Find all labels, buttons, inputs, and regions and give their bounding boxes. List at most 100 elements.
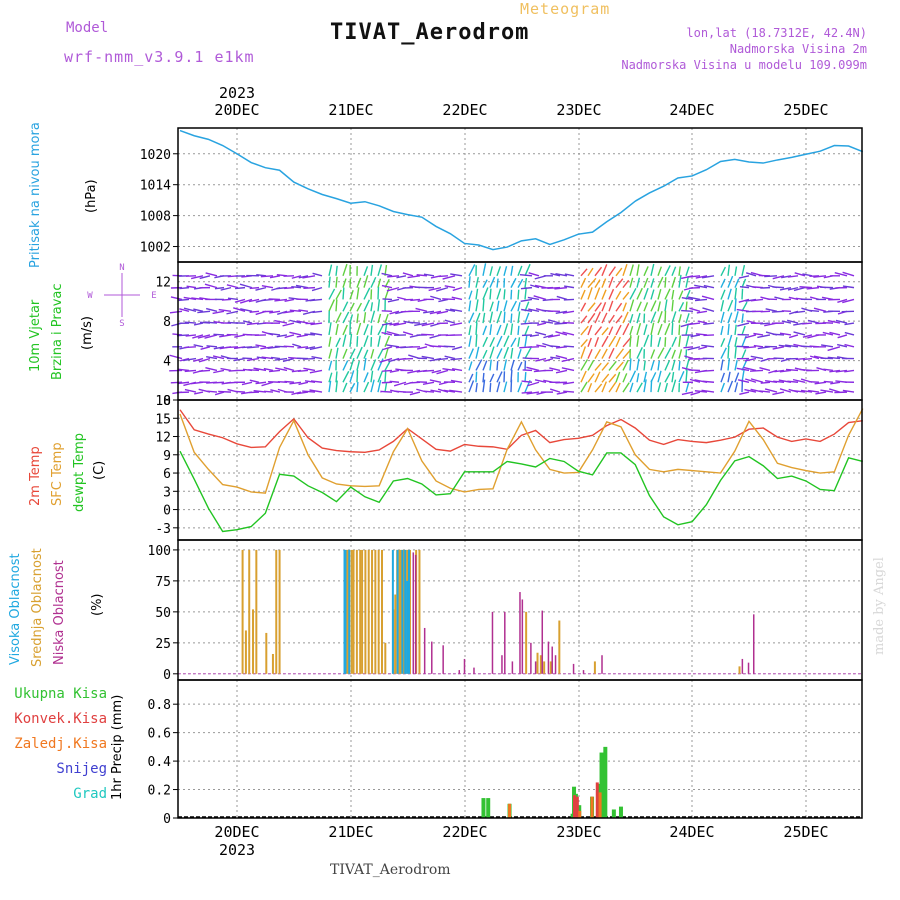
bar-low-cloud <box>551 646 553 674</box>
wind-arrow <box>438 298 449 303</box>
wind-arrow <box>510 337 517 348</box>
wind-arrow <box>503 381 508 393</box>
wind-arrow <box>520 298 533 302</box>
wind-arrow <box>496 278 499 288</box>
wind-arrow <box>179 286 190 290</box>
wind-arrow <box>249 286 260 290</box>
wind-arrow <box>622 382 630 393</box>
wind-arrow <box>524 263 531 277</box>
wind-arrow <box>844 331 855 336</box>
y-tick-label-wind: 4 <box>163 355 171 370</box>
wind-arrow <box>681 309 694 312</box>
wind-arrow <box>643 266 649 277</box>
wind-arrow <box>241 381 253 386</box>
wind-arrow <box>772 275 785 280</box>
wind-arrow <box>475 277 479 288</box>
wind-arrow <box>809 309 820 312</box>
wind-arrow <box>431 369 442 374</box>
y-tick-label-temp: 0 <box>163 504 171 519</box>
wind-arrow <box>664 299 668 312</box>
wind-arrow <box>615 302 623 312</box>
legend-snow: Snijeg <box>56 761 107 777</box>
day-label-bottom: 23DEC <box>556 823 601 841</box>
wind-arrow <box>528 308 540 312</box>
wind-arrow <box>496 324 502 336</box>
bar-high-cloud <box>396 549 399 674</box>
wind-arrow <box>452 368 463 372</box>
wind-arrow <box>601 278 607 288</box>
wind-arrow <box>449 322 463 327</box>
wind-arrow <box>517 382 523 393</box>
wind-arrow <box>687 275 701 278</box>
wind-arrow <box>370 310 376 324</box>
wind-arrow <box>556 295 568 301</box>
wind-arrow <box>664 360 671 371</box>
wind-arrow <box>205 367 218 372</box>
wind-arrow <box>657 370 662 383</box>
wind-arrow <box>744 388 757 393</box>
series-line-sfc-temp <box>179 408 864 494</box>
wind-arrow <box>727 358 731 371</box>
wind-arrow <box>720 278 726 288</box>
wind-arrow <box>284 334 295 339</box>
wind-arrow <box>496 288 502 300</box>
wind-arrow <box>328 380 332 393</box>
wind-arrow <box>445 308 456 312</box>
wind-arrow <box>594 383 603 393</box>
wind-arrow <box>629 325 634 336</box>
wind-arrow <box>384 382 388 393</box>
wind-arrow <box>377 264 383 277</box>
wind-arrow <box>207 390 218 393</box>
wind-arrow <box>536 322 547 326</box>
wind-arrow <box>298 381 309 386</box>
wind-arrow <box>678 335 682 347</box>
wind-arrow <box>695 275 708 279</box>
wind-arrow <box>342 278 347 288</box>
wind-arrow <box>510 323 514 336</box>
wind-arrow <box>444 285 456 289</box>
wind-arrow <box>422 369 435 372</box>
wind-arrow <box>738 275 750 279</box>
wind-arrow <box>384 313 389 324</box>
wind-arrow <box>199 275 211 280</box>
wind-arrow <box>664 310 667 324</box>
wind-arrow <box>739 391 750 396</box>
wind-arrow <box>517 361 523 371</box>
wind-arrow <box>799 286 813 289</box>
wind-arrow <box>468 361 473 371</box>
wind-arrow <box>387 298 400 303</box>
wind-arrow <box>622 279 630 289</box>
wind-arrow <box>534 379 547 383</box>
wind-arrow <box>184 321 197 324</box>
bar-high-cloud <box>401 549 404 674</box>
wind-arrow <box>510 300 517 312</box>
bar-low-cloud <box>747 662 750 674</box>
wind-arrow <box>342 287 345 300</box>
wind-arrow <box>363 323 369 336</box>
wind-arrow <box>206 345 218 348</box>
wind-arrow <box>636 373 640 383</box>
bar-mid-cloud <box>345 549 348 674</box>
wind-arrow <box>683 346 694 349</box>
bar-precip-convective <box>573 795 577 818</box>
wind-arrow <box>664 288 671 300</box>
wind-arrow <box>787 275 799 278</box>
wind-arrow <box>198 369 211 372</box>
wind-arrow <box>689 378 701 383</box>
bar-low-cloud <box>473 667 475 674</box>
wind-arrow <box>235 390 246 393</box>
wind-arrow <box>249 310 260 313</box>
bar-mid-cloud <box>549 661 552 674</box>
wind-arrow <box>587 267 594 277</box>
wind-arrow <box>636 382 643 393</box>
lonlat-label: lon,lat (18.7312E, 42.4N) <box>686 26 867 40</box>
wind-arrow <box>650 263 655 276</box>
wind-arrow <box>734 372 740 383</box>
wind-arrow <box>734 278 740 288</box>
wind-arrow <box>276 334 288 338</box>
bar-mid-cloud <box>278 549 281 674</box>
wind-arrow <box>213 369 225 374</box>
wind-arrow <box>720 266 726 277</box>
wind-arrow <box>183 296 197 301</box>
